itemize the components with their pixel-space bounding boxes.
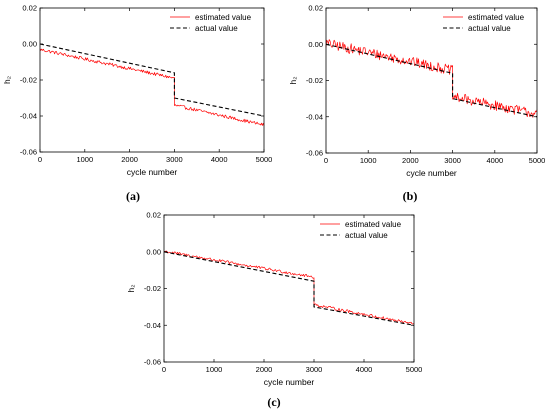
series-line-b-actual (325, 43, 538, 118)
y-tick-label-a: -0.04 (20, 112, 37, 121)
y-tick-label-b: -0.02 (306, 76, 323, 85)
y-tick-label-a: -0.06 (20, 148, 37, 157)
legend-label-a: actual value (195, 24, 238, 33)
x-tick-label-b: 2000 (402, 156, 419, 165)
x-tick-label-c: 4000 (356, 365, 373, 374)
x-axis-title-c: cycle number (264, 377, 315, 387)
chart-panel-b: 0 1000 2000 3000 4000 5000 0.02 0.00 -0.02 -0.04 -… (278, 0, 550, 200)
x-tick-label-b: 5000 (529, 156, 546, 165)
legend-label-c: actual value (345, 231, 388, 240)
x-tick-label-c: 0 (162, 365, 166, 374)
y-tick-label-b: -0.06 (306, 149, 323, 158)
y-tick-label-c: -0.02 (144, 284, 161, 293)
y-tick-label-a: -0.02 (20, 76, 37, 85)
x-tick-label-a: 2000 (121, 155, 138, 164)
series-line-a-estimated (39, 48, 265, 127)
y-axis-title-a: h₂ (2, 76, 12, 84)
panel-caption-b: (b) (402, 189, 418, 203)
x-axis-title-b: cycle number (406, 168, 457, 178)
x-tick-label-b: 3000 (444, 156, 461, 165)
x-tick-label-c: 5000 (406, 365, 423, 374)
x-tick-label-a: 4000 (211, 155, 228, 164)
y-tick-label-b: 0.02 (308, 4, 323, 13)
legend-label-a: estimated value (195, 13, 252, 22)
x-tick-label-a: 5000 (256, 155, 273, 164)
legend-label-b: actual value (468, 24, 511, 33)
y-tick-label-b: 0.00 (308, 40, 323, 49)
legend-label-b: estimated value (468, 13, 525, 22)
y-tick-label-c: -0.06 (144, 358, 161, 367)
x-tick-label-c: 2000 (256, 365, 273, 374)
y-axis-title-b: h₂ (288, 76, 298, 84)
x-axis-title-a: cycle number (127, 167, 178, 177)
panel-caption-a: (a) (126, 189, 140, 203)
y-tick-label-c: -0.04 (144, 321, 161, 330)
x-tick-label-a: 0 (38, 155, 42, 164)
panel-caption-c: (c) (267, 395, 281, 409)
y-axis-title-c: h₂ (126, 284, 136, 292)
y-tick-label-b: -0.04 (306, 112, 323, 121)
chart-b-svg: 0 1000 2000 3000 4000 5000 0.02 0.00 -0.02 -0.04 -… (288, 4, 546, 178)
legend-label-c: estimated value (345, 220, 402, 229)
x-tick-label-c: 1000 (206, 365, 223, 374)
series-line-c-estimated (163, 250, 415, 325)
x-tick-label-b: 1000 (360, 156, 377, 165)
x-tick-label-b: 0 (324, 156, 328, 165)
y-tick-label-a: 0.00 (22, 40, 37, 49)
x-tick-label-b: 4000 (486, 156, 503, 165)
y-tick-label-c: 0.00 (146, 247, 161, 256)
series-line-b-estimated (325, 39, 538, 118)
series-line-c-actual (163, 251, 415, 326)
chart-c-svg: 0 1000 2000 3000 4000 5000 0.02 0.00 -0.02 -0.04 -… (126, 211, 423, 387)
chart-panel-c: 0 1000 2000 3000 4000 5000 0.02 0.00 -0.02 -0.04 -… (123, 205, 423, 395)
x-tick-label-c: 3000 (306, 365, 323, 374)
chart-panel-a: 0 1000 2000 3000 4000 5000 0.02 0.00 -0.02 -0.04 -… (0, 0, 275, 200)
x-tick-label-a: 3000 (166, 155, 183, 164)
y-tick-label-c: 0.02 (146, 211, 161, 220)
chart-a-svg: 0 1000 2000 3000 4000 5000 0.02 0.00 -0.02 -0.04 -… (2, 4, 273, 177)
series-line-a-actual (39, 43, 265, 117)
y-tick-label-a: 0.02 (22, 4, 37, 13)
x-tick-label-a: 1000 (76, 155, 93, 164)
